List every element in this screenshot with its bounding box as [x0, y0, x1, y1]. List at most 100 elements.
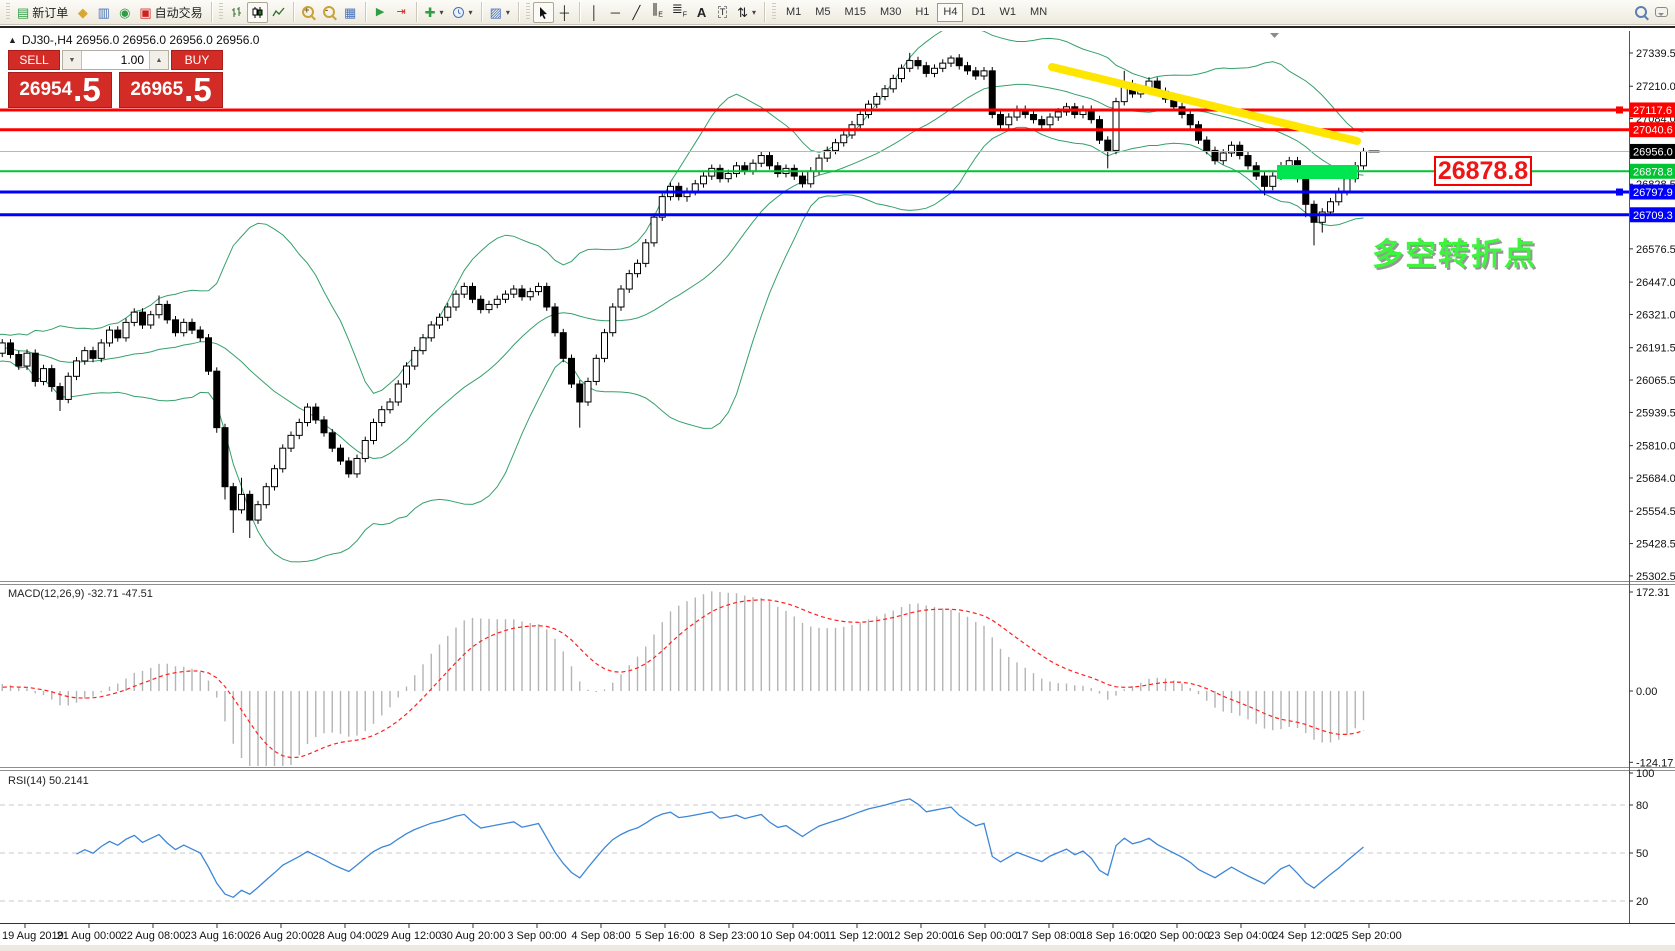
vertical-line-button[interactable]: │: [584, 2, 605, 23]
line-handle[interactable]: [1616, 106, 1623, 114]
timeframe-button-M15[interactable]: M15: [839, 3, 872, 22]
timeframe-button-M1[interactable]: M1: [780, 3, 807, 22]
support-highlight-rect[interactable]: [1277, 165, 1357, 179]
toolbar-separator: [480, 2, 482, 22]
sell-price-display[interactable]: 26954 .5: [8, 72, 112, 108]
toolbar-separator: [364, 2, 366, 22]
candle-body: [221, 427, 229, 488]
price-levels-group: [0, 108, 1629, 217]
buy-button[interactable]: BUY: [171, 50, 223, 70]
candle-body: [799, 175, 806, 185]
quotes-icon: ◆: [77, 4, 88, 20]
macd-signal-line: [0, 599, 1364, 759]
indicators-button[interactable]: ✚ ▾: [421, 2, 448, 23]
candle-body: [584, 380, 592, 403]
market-watch-icon: ▥: [97, 4, 110, 20]
arrows-button[interactable]: ⇅ ▾: [733, 2, 760, 23]
toolbar-separator: [578, 2, 580, 22]
auto-trading-label: 自动交易: [154, 5, 203, 20]
timeframe-button-MN[interactable]: MN: [1024, 3, 1053, 22]
candle-body: [1195, 124, 1202, 141]
turning-point-annotation[interactable]: 多空转折点: [1372, 237, 1537, 272]
dropdown-caret-icon: ▾: [505, 7, 510, 17]
timeframe-button-H4[interactable]: H4: [937, 2, 964, 22]
signals-button[interactable]: ◉: [114, 2, 135, 23]
level-label-box[interactable]: [1630, 163, 1675, 179]
candle-body: [997, 113, 1004, 126]
price-callout-label[interactable]: 26878.8: [1434, 156, 1532, 186]
candle-body: [1343, 178, 1351, 192]
candle-body: [716, 167, 724, 180]
toolbar-drag-handle[interactable]: [525, 3, 530, 21]
price-tick-label: 25684.0: [1636, 473, 1675, 485]
timeframe-button-W1[interactable]: W1: [994, 3, 1023, 22]
level-label-box[interactable]: [1630, 102, 1675, 118]
level-label-box[interactable]: [1630, 143, 1675, 159]
auto-scroll-button[interactable]: ▶: [370, 2, 391, 23]
zoom-out-button[interactable]: -: [319, 2, 340, 23]
sell-button[interactable]: SELL: [8, 50, 60, 70]
rsi-tick-label: 50: [1636, 848, 1648, 860]
volume-increase-button[interactable]: ▲: [149, 51, 168, 69]
templates-button[interactable]: ▨ ▾: [486, 2, 514, 23]
volume-decrease-button[interactable]: ▼: [63, 51, 82, 69]
text-button[interactable]: A: [691, 2, 712, 23]
chat-button[interactable]: [1651, 2, 1672, 23]
fibonacci-button[interactable]: ≣F: [668, 2, 691, 23]
candle-body: [980, 70, 988, 77]
equidistant-channel-button[interactable]: ∥E: [647, 2, 668, 23]
line-handle[interactable]: [1616, 188, 1623, 196]
horizontal-line-button[interactable]: ─: [605, 2, 626, 23]
cursor-button[interactable]: [532, 1, 554, 23]
yellow-trendline[interactable]: [1048, 63, 1361, 145]
candle-body: [625, 273, 633, 290]
candle-body: [460, 285, 468, 295]
volume-input[interactable]: [82, 51, 149, 69]
candle-body: [493, 298, 501, 305]
timeframe-button-M5[interactable]: M5: [809, 3, 836, 22]
candle-body: [419, 337, 427, 352]
crosshair-button[interactable]: ┼: [554, 2, 575, 23]
text-label-button[interactable]: T: [712, 2, 733, 23]
timeframe-button-D1[interactable]: D1: [965, 3, 991, 22]
toolbar-drag-handle[interactable]: [771, 3, 776, 21]
level-label-box[interactable]: [1630, 207, 1675, 223]
candle-body: [312, 406, 320, 421]
time-axis-label: 24 Sep 12:00: [1272, 930, 1337, 942]
tile-windows-button[interactable]: ▦: [340, 2, 361, 23]
candle-body: [122, 321, 130, 339]
search-button[interactable]: [1630, 2, 1651, 23]
candle-body: [1038, 119, 1046, 126]
line-chart-button[interactable]: [268, 2, 289, 23]
zoom-in-button[interactable]: +: [298, 2, 319, 23]
timeframe-button-H1[interactable]: H1: [909, 3, 935, 22]
quotes-button[interactable]: ◆: [72, 2, 93, 23]
bottom-window-strip: [0, 945, 1675, 951]
candle-body: [807, 170, 815, 185]
toolbar-drag-handle[interactable]: [6, 3, 10, 21]
candle-body: [1327, 201, 1334, 213]
chart-window[interactable]: 27339.527210.027084.026828.526576.526447…: [0, 26, 1675, 951]
level-label-box[interactable]: [1630, 122, 1675, 138]
horizontal-line-icon: ─: [610, 4, 620, 20]
bar-chart-button[interactable]: [226, 2, 247, 23]
chart-shift-button[interactable]: ⇥: [391, 2, 412, 23]
candlestick-chart-button[interactable]: [246, 1, 268, 23]
new-order-button[interactable]: ▤ 新订单: [13, 2, 72, 23]
level-label-box[interactable]: [1630, 184, 1675, 200]
market-watch-button[interactable]: ▥: [93, 2, 114, 23]
price-tick-label: 26065.5: [1636, 375, 1675, 387]
buy-price-display[interactable]: 26965 .5: [119, 72, 223, 108]
auto-trading-button[interactable]: ▣ 自动交易: [135, 2, 206, 23]
toolbar-drag-handle[interactable]: [218, 3, 223, 21]
candle-body: [56, 386, 64, 400]
timeframe-button-M30[interactable]: M30: [874, 3, 907, 22]
macd-label: MACD(12,26,9) -32.71 -47.51: [8, 588, 153, 600]
candle-body: [378, 409, 386, 424]
trendline-button[interactable]: ╱: [626, 2, 647, 23]
chart-canvas[interactable]: 27339.527210.027084.026828.526576.526447…: [0, 28, 1675, 951]
symbol-collapse-icon[interactable]: ▲: [8, 35, 17, 45]
candle-body: [906, 60, 914, 69]
periods-button[interactable]: ▾: [448, 2, 477, 23]
level-label-text: 26956.0: [1633, 146, 1673, 158]
